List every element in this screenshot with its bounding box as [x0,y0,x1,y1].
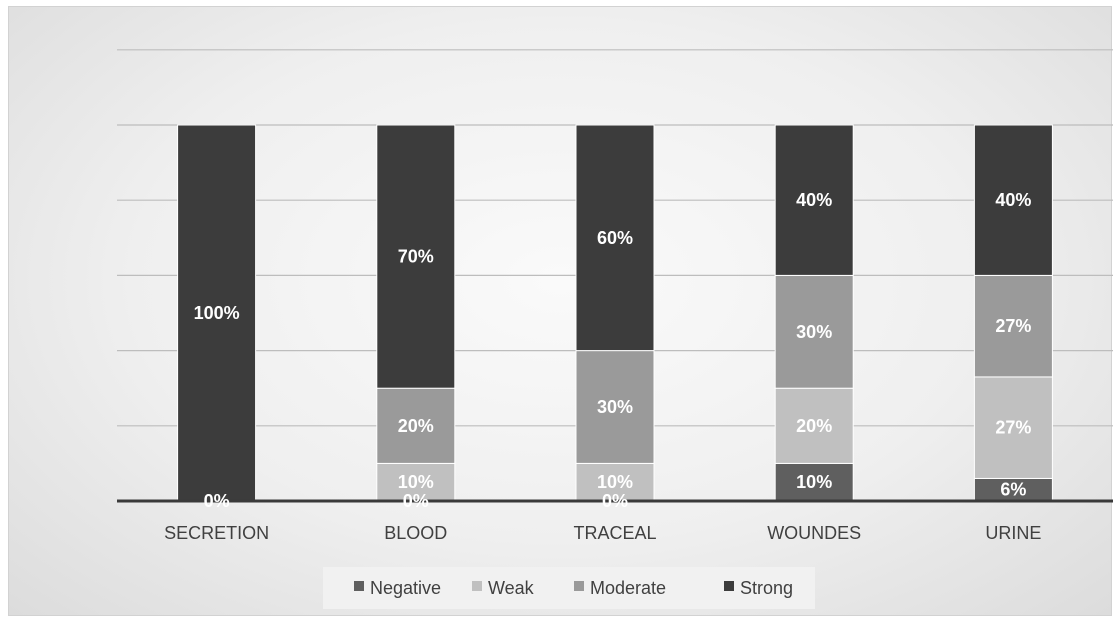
bar-segment-strong-traceal [575,124,655,352]
data-label: 40% [796,190,832,210]
bar-segment-weak-urine [973,376,1053,479]
bar-segment-negative-woundes [774,462,854,502]
data-label: 20% [796,416,832,436]
bar-segment-strong-urine [973,124,1053,276]
data-label: 6% [1000,480,1026,500]
legend-label: Weak [488,578,535,598]
data-label: 100% [194,303,240,323]
bar-segment-weak-woundes [774,387,854,464]
category-label: SECRETION [164,523,269,543]
category-label: TRACEAL [573,523,656,543]
chart-area: SECRETION BLOOD TRACEAL WOUNDES URINE 0% 100% 0… [8,6,1113,616]
data-label: 40% [995,190,1031,210]
bar-segment-weak-blood [376,462,456,502]
bars [177,124,1053,502]
data-label: 30% [796,322,832,342]
data-label: 70% [398,247,434,267]
bar-segment-moderate-woundes [774,274,854,389]
category-label: WOUNDES [767,523,861,543]
data-label: 10% [796,472,832,492]
data-label: 27% [995,418,1031,438]
legend: Negative Weak Moderate Strong [323,567,815,609]
legend-label: Strong [740,578,793,598]
data-label: 20% [398,416,434,436]
bar-segment-moderate-urine [973,274,1053,378]
data-label: 30% [597,397,633,417]
bar-segment-strong-woundes [774,124,854,276]
bar-segment-weak-traceal [575,462,655,502]
data-label: 0% [403,491,429,511]
legend-swatch-weak [472,581,482,591]
data-label: 0% [204,491,230,511]
data-label: 10% [597,472,633,492]
data-label: 0% [602,491,628,511]
data-label: 60% [597,228,633,248]
category-label: BLOOD [384,523,447,543]
data-label: 10% [398,472,434,492]
data-labels: 0%100%0%10%20%70%0%10%30%60%10%20%30%40%… [194,190,1032,511]
legend-swatch-moderate [574,581,584,591]
data-label: 27% [995,316,1031,336]
bar-segment-moderate-blood [376,387,456,464]
legend-swatch-negative [354,581,364,591]
bar-segment-strong-blood [376,124,456,389]
legend-swatch-strong [724,581,734,591]
legend-label: Negative [370,578,441,598]
stacked-bar-chart: SECRETION BLOOD TRACEAL WOUNDES URINE 0% 100% 0… [117,49,1113,609]
legend-label: Moderate [590,578,666,598]
bar-segment-moderate-traceal [575,350,655,464]
category-label: URINE [985,523,1041,543]
